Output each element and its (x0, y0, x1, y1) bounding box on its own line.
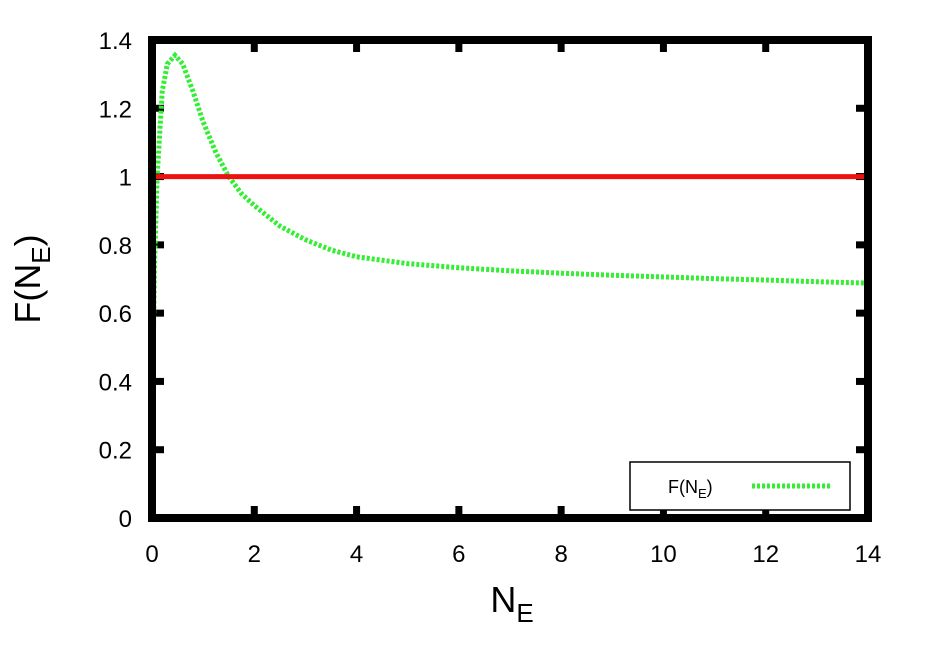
y-axis-label: F(NE) (7, 234, 56, 323)
y-tick-label: 1 (119, 165, 132, 192)
x-label-sub: E (516, 598, 533, 628)
x-tick-label: 8 (554, 541, 567, 568)
y-tick-label: 0 (119, 506, 132, 533)
y-tick-label: 0.8 (99, 233, 132, 260)
x-axis-label: NE (490, 579, 533, 628)
x-tick-label: 12 (752, 541, 779, 568)
y-tick-label: 0.2 (99, 438, 132, 465)
y-label-end: ) (7, 234, 48, 246)
x-label-main: N (490, 579, 516, 620)
legend-label: F(NE) (668, 477, 713, 501)
x-tick-label: 10 (650, 541, 677, 568)
y-tick-label: 0.6 (99, 301, 132, 328)
legend-label-main: F(N (668, 477, 698, 497)
legend-label-sub: E (698, 486, 707, 501)
x-tick-label: 6 (452, 541, 465, 568)
y-tick-label: 0.4 (99, 369, 132, 396)
y-tick-label: 1.2 (99, 96, 132, 123)
x-tick-label: 14 (855, 541, 882, 568)
data-line (150, 51, 869, 399)
x-tick-label: 4 (350, 541, 363, 568)
y-label-sub: E (26, 246, 56, 263)
y-label-main: F(N (7, 264, 48, 324)
legend-label-end: ) (707, 477, 713, 497)
x-tick-label: 0 (145, 541, 158, 568)
x-tick-label: 2 (248, 541, 261, 568)
y-tick-label: 1.4 (99, 28, 132, 55)
plot-frame (148, 36, 872, 522)
